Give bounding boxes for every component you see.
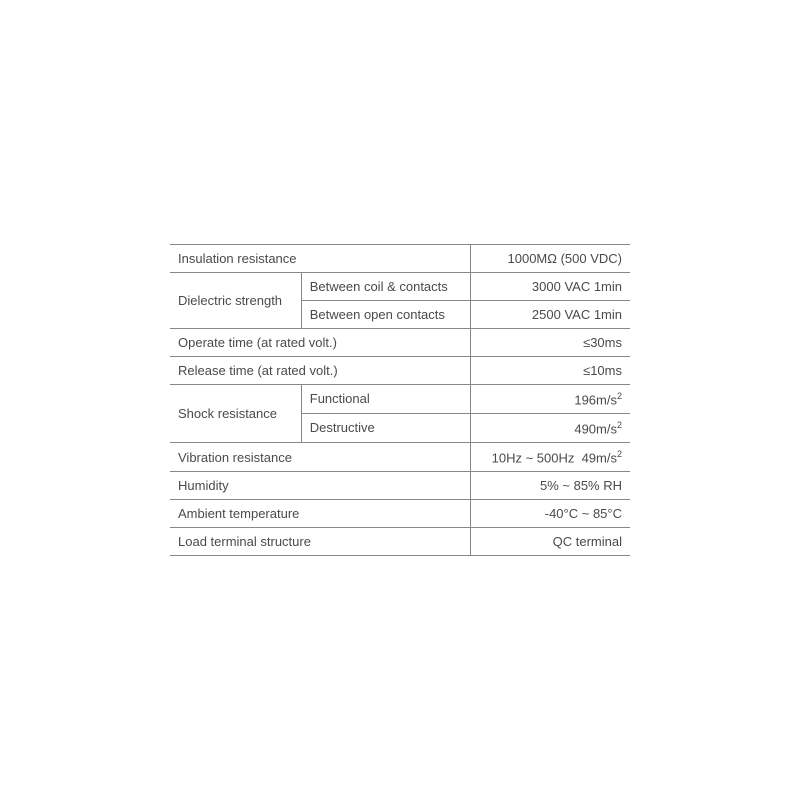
spec-label: Vibration resistance — [170, 443, 470, 472]
table-row: Load terminal structureQC terminal — [170, 528, 630, 556]
spec-value: 2500 VAC 1min — [470, 300, 630, 328]
table-row: Vibration resistance10Hz ~ 500Hz 49m/s2 — [170, 443, 630, 472]
spec-value: 1000MΩ (500 VDC) — [470, 244, 630, 272]
spec-value: 3000 VAC 1min — [470, 272, 630, 300]
sub-label: Between coil & contacts — [301, 272, 470, 300]
spec-label: Ambient temperature — [170, 500, 470, 528]
spec-label: Operate time (at rated volt.) — [170, 328, 470, 356]
group-label: Dielectric strength — [170, 272, 301, 328]
table-row: Release time (at rated volt.)≤10ms — [170, 356, 630, 384]
table-row: Humidity5% ~ 85% RH — [170, 472, 630, 500]
spec-value: -40°C ~ 85°C — [470, 500, 630, 528]
spec-label: Insulation resistance — [170, 244, 470, 272]
spec-label: Load terminal structure — [170, 528, 470, 556]
sub-label: Functional — [301, 384, 470, 413]
spec-value: 5% ~ 85% RH — [470, 472, 630, 500]
spec-label: Release time (at rated volt.) — [170, 356, 470, 384]
spec-value: 10Hz ~ 500Hz 49m/s2 — [470, 443, 630, 472]
spec-value: QC terminal — [470, 528, 630, 556]
spec-value: ≤30ms — [470, 328, 630, 356]
spec-value: 490m/s2 — [470, 413, 630, 442]
spec-label: Humidity — [170, 472, 470, 500]
group-label: Shock resistance — [170, 384, 301, 443]
spec-value: ≤10ms — [470, 356, 630, 384]
spec-table: Insulation resistance1000MΩ (500 VDC)Die… — [170, 244, 630, 557]
table-row: Ambient temperature-40°C ~ 85°C — [170, 500, 630, 528]
table-row: Dielectric strengthBetween coil & contac… — [170, 272, 630, 300]
spec-value: 196m/s2 — [470, 384, 630, 413]
table-row: Shock resistanceFunctional196m/s2 — [170, 384, 630, 413]
table-row: Insulation resistance1000MΩ (500 VDC) — [170, 244, 630, 272]
sub-label: Destructive — [301, 413, 470, 442]
spec-table-body: Insulation resistance1000MΩ (500 VDC)Die… — [170, 244, 630, 556]
sub-label: Between open contacts — [301, 300, 470, 328]
table-row: Operate time (at rated volt.)≤30ms — [170, 328, 630, 356]
